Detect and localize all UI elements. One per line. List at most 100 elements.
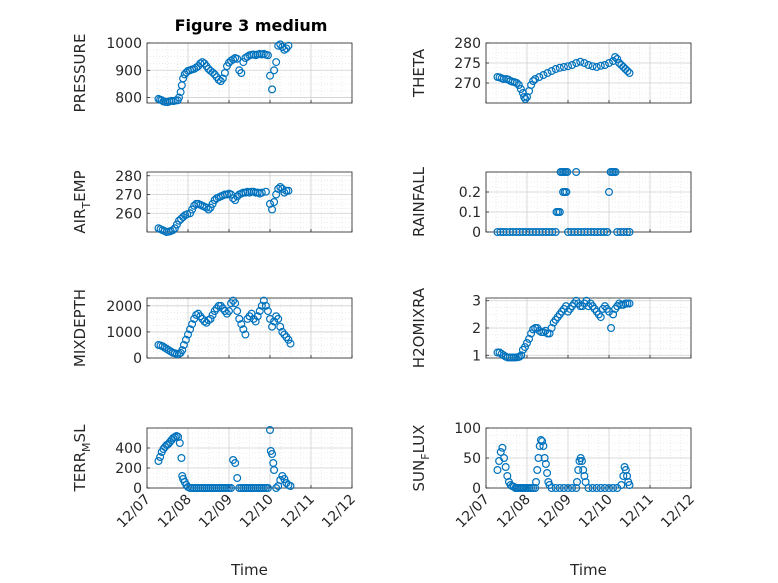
- y-axis-label: SUNFLUX: [410, 425, 432, 492]
- y-tick-label: 1000: [106, 36, 142, 52]
- data-point: [255, 307, 264, 316]
- data-point: [600, 228, 609, 237]
- y-tick-label: 800: [115, 91, 142, 107]
- data-point: [609, 484, 618, 493]
- x-tick-label: 12/11: [278, 492, 318, 532]
- data-point: [584, 60, 593, 69]
- data-point: [229, 194, 238, 203]
- x-tick-label: 12/10: [576, 492, 616, 532]
- data-point: [548, 228, 557, 237]
- data-point: [164, 346, 173, 355]
- data-point: [270, 466, 279, 475]
- data-point: [568, 484, 577, 493]
- y-tick-label: 200: [115, 461, 142, 477]
- data-point: [170, 433, 179, 442]
- data-point: [177, 214, 186, 223]
- data-point: [520, 343, 529, 352]
- data-point: [160, 343, 169, 352]
- series-markers: [154, 40, 293, 107]
- series-markers: [493, 52, 634, 103]
- grid: [146, 298, 353, 359]
- y-axis-label-tail: EMP: [71, 170, 89, 201]
- data-point: [263, 484, 272, 493]
- data-point: [623, 66, 632, 75]
- data-point: [231, 459, 240, 468]
- data-point: [237, 68, 246, 77]
- x-tick-label: 12/10: [237, 492, 277, 532]
- data-point: [562, 188, 571, 197]
- data-point: [268, 205, 277, 214]
- series-markers: [154, 426, 295, 493]
- data-point: [257, 188, 266, 197]
- data-point: [512, 78, 521, 87]
- y-tick-label: 0: [133, 351, 142, 367]
- y-tick-label: 0.1: [459, 205, 481, 221]
- data-point: [551, 64, 560, 73]
- data-point: [268, 322, 277, 331]
- y-tick-label: 280: [115, 169, 142, 185]
- data-point: [623, 472, 632, 481]
- data-point: [547, 324, 556, 333]
- data-point: [545, 329, 554, 338]
- data-point: [280, 475, 289, 484]
- y-axis-label-main: MIXDEPTH: [71, 289, 89, 367]
- y-axis-label-main: H2OMIXRA: [410, 287, 428, 368]
- data-point: [253, 312, 262, 321]
- data-point: [257, 301, 266, 310]
- x-tick-label: 12/09: [196, 492, 236, 532]
- data-point: [568, 60, 577, 69]
- data-point: [233, 307, 242, 316]
- data-point: [206, 314, 215, 323]
- x-tick-label: 12/09: [535, 492, 575, 532]
- y-axis-label-subscript: M: [80, 442, 93, 452]
- data-point: [625, 68, 634, 77]
- data-point: [517, 351, 526, 360]
- data-point: [574, 466, 583, 475]
- series-markers: [493, 168, 634, 237]
- data-point: [563, 62, 572, 71]
- data-point: [621, 64, 630, 73]
- data-point: [233, 54, 242, 63]
- data-point: [263, 51, 272, 60]
- data-point: [168, 226, 177, 235]
- data-point: [604, 188, 613, 197]
- subplot-1: 800 900 1000 PRESSURE: [71, 34, 353, 112]
- data-point: [495, 348, 504, 357]
- data-point: [272, 58, 281, 67]
- y-tick-label: 1: [472, 348, 481, 364]
- data-point: [239, 325, 248, 334]
- data-point: [266, 426, 275, 435]
- data-point: [186, 325, 195, 334]
- data-point: [204, 316, 213, 325]
- data-point: [181, 335, 190, 344]
- data-point: [535, 326, 544, 335]
- data-point: [266, 71, 275, 80]
- data-point: [272, 484, 281, 493]
- data-point: [527, 329, 536, 338]
- data-point: [268, 450, 277, 459]
- data-point: [184, 330, 193, 339]
- data-point: [555, 484, 564, 493]
- axes-box: [485, 171, 692, 233]
- y-tick-label: 280: [454, 36, 481, 52]
- data-point: [520, 92, 529, 101]
- data-point: [241, 53, 250, 62]
- data-point: [539, 442, 548, 451]
- y-tick-label: 0: [133, 481, 142, 497]
- data-point: [535, 72, 544, 81]
- subplot-7: 0 200 400 12/07 12/08 12/09 12/10 12/11 12/12 TER…: [71, 424, 359, 579]
- y-axis-label-tail: SL: [71, 424, 89, 443]
- data-point: [499, 74, 508, 83]
- data-point: [202, 203, 211, 212]
- data-point: [192, 63, 201, 72]
- y-tick-label: 100: [454, 421, 481, 437]
- data-point: [579, 466, 588, 475]
- x-tick-label: 12/08: [494, 492, 534, 532]
- data-point: [541, 460, 550, 469]
- y-tick-label: 50: [463, 451, 481, 467]
- y-tick-label: 2: [472, 321, 481, 337]
- x-tick-label: 12/11: [617, 492, 657, 532]
- data-point: [188, 320, 197, 329]
- data-point: [543, 68, 552, 77]
- data-point: [192, 310, 201, 319]
